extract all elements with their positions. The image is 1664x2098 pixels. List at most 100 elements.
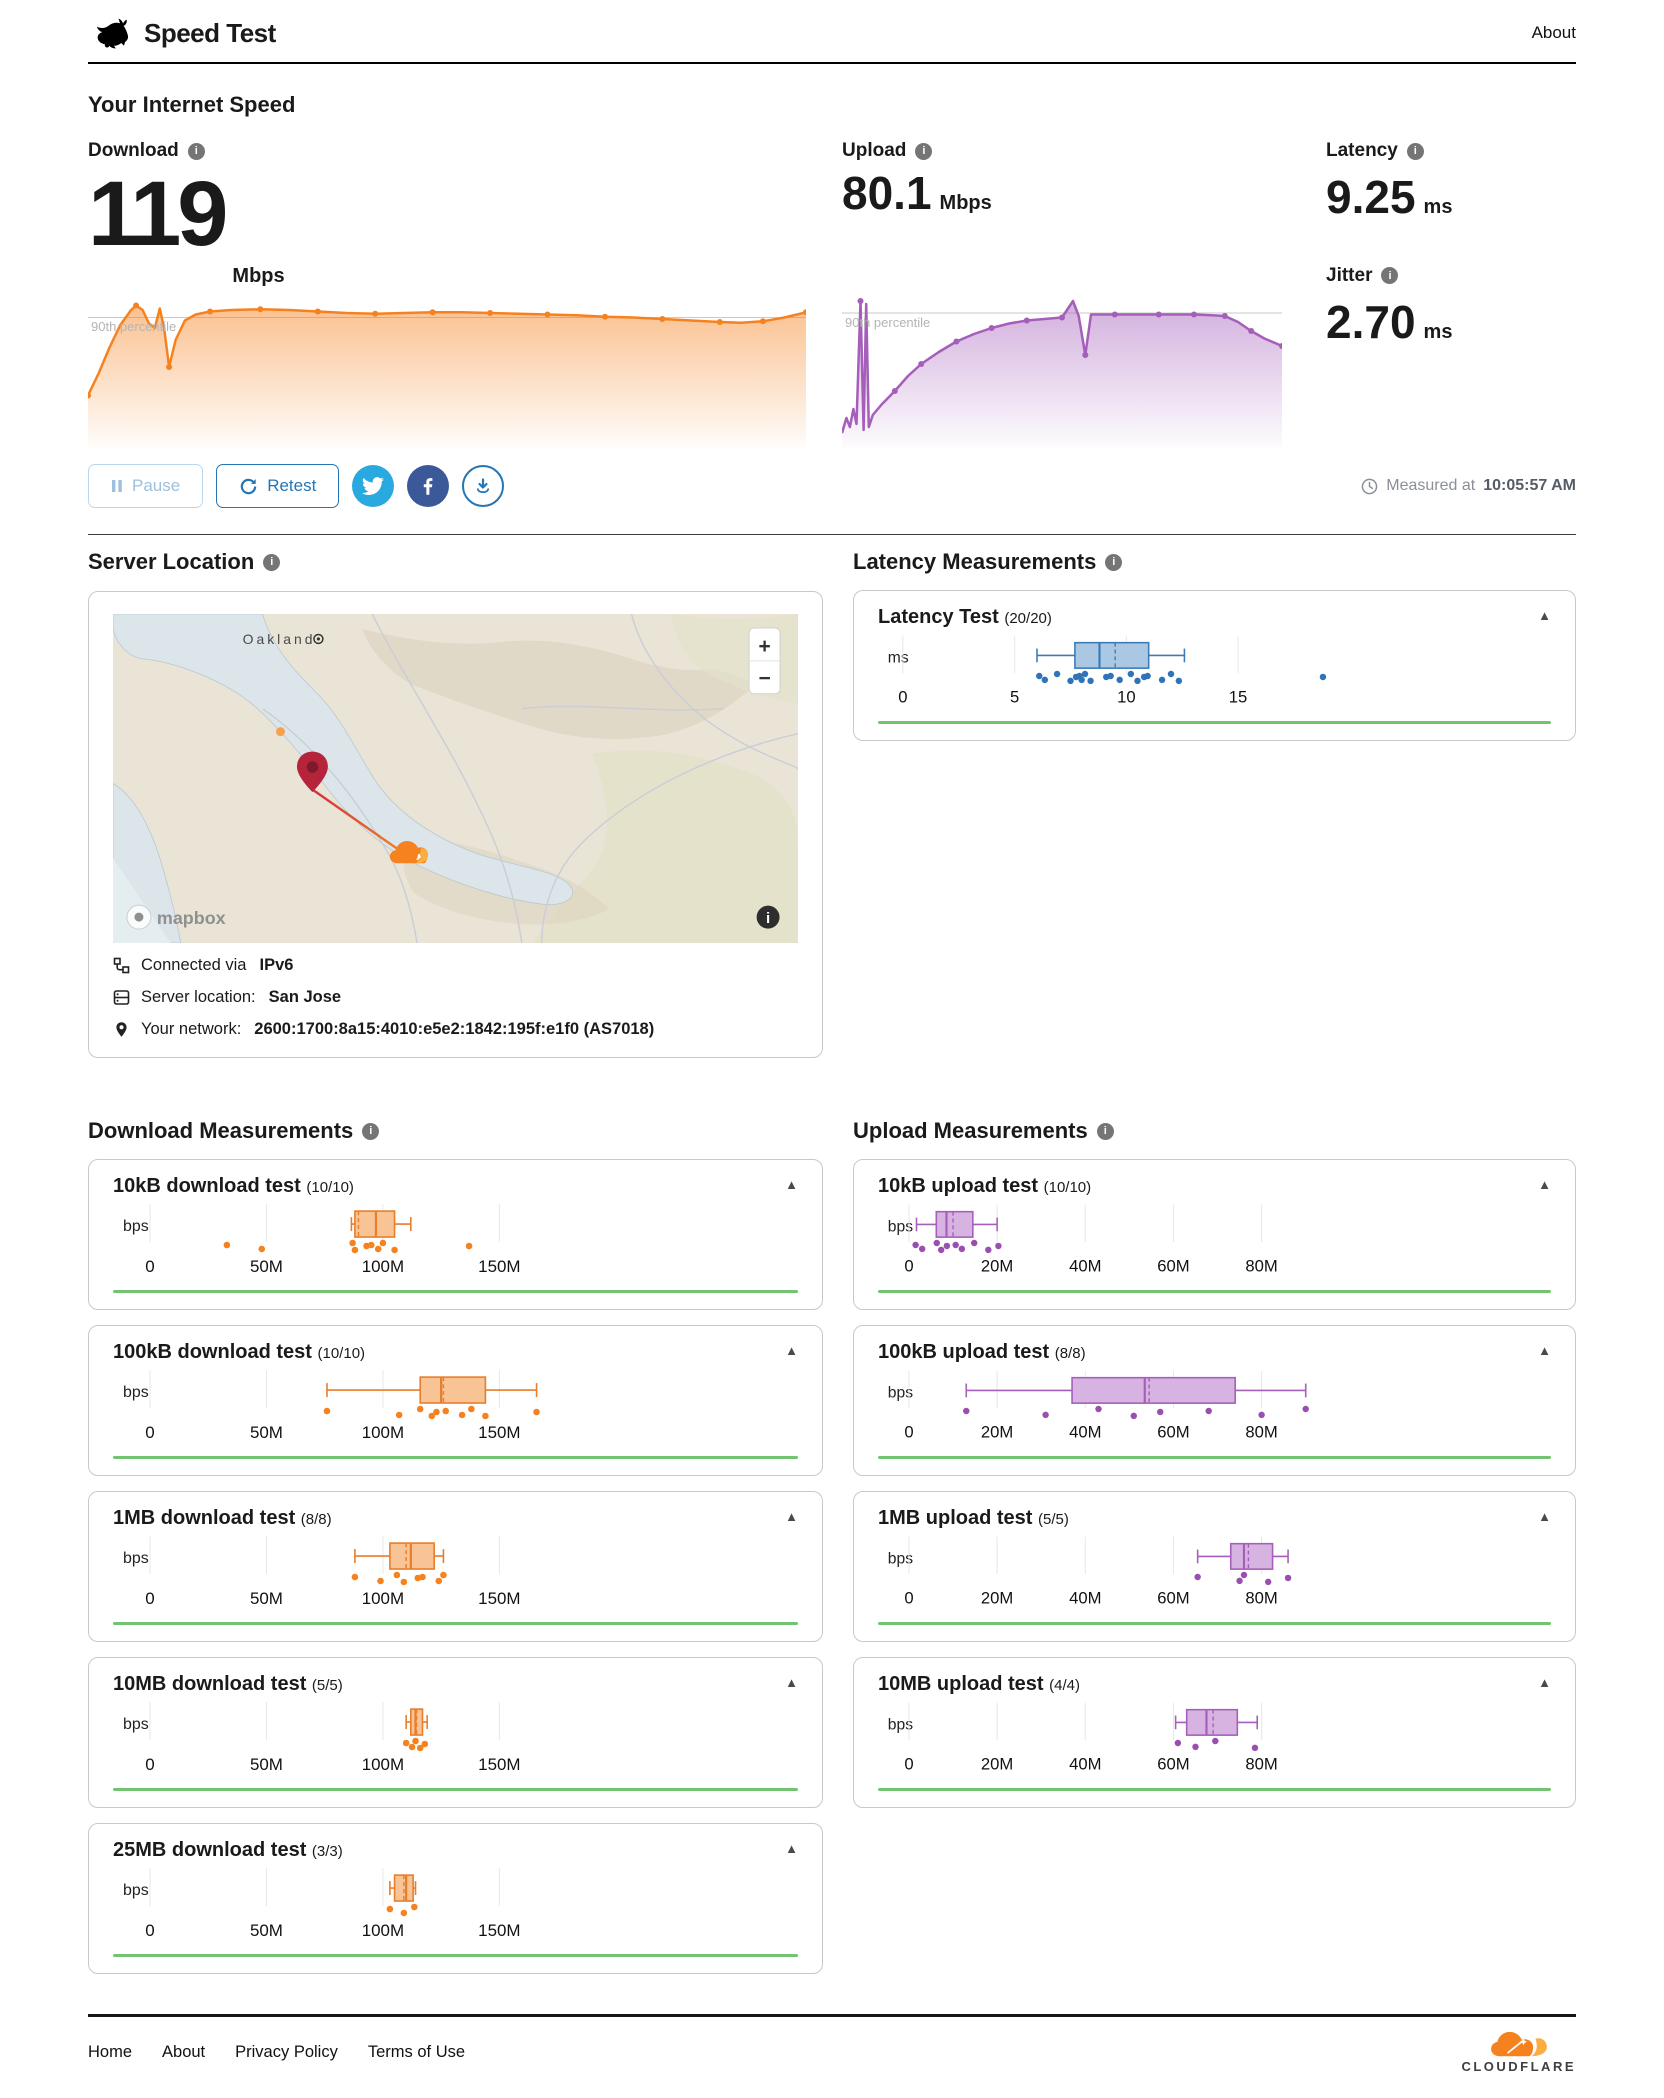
collapse-arrow-icon[interactable]: ▲ — [1538, 1675, 1551, 1691]
footer-link-about[interactable]: About — [162, 2043, 206, 2062]
collapse-arrow-icon[interactable]: ▲ — [785, 1841, 798, 1857]
download-column: Download i 119 Mbps 90th percentile — [85, 124, 809, 448]
svg-text:40M: 40M — [1069, 1588, 1101, 1607]
svg-text:50M: 50M — [250, 1257, 283, 1276]
svg-text:0: 0 — [145, 1423, 154, 1442]
server-map[interactable]: Oakland — [113, 614, 798, 944]
collapse-arrow-icon[interactable]: ▲ — [785, 1509, 798, 1525]
info-icon[interactable]: i — [1105, 553, 1123, 571]
info-icon[interactable]: i — [1381, 267, 1399, 285]
measured-label: Measured at — [1386, 477, 1476, 494]
route-line — [311, 788, 406, 856]
download-label: Download — [88, 140, 179, 161]
download-measurements-heading: Download Measurements i — [88, 1118, 823, 1144]
svg-text:150M: 150M — [478, 1257, 520, 1276]
share-twitter-button[interactable] — [352, 465, 395, 507]
info-icon[interactable]: i — [362, 1122, 380, 1140]
measured-at: Measured at 10:05:57 AM — [1361, 477, 1576, 495]
svg-text:100M: 100M — [362, 1423, 404, 1442]
svg-text:50M: 50M — [250, 1755, 283, 1774]
share-facebook-button[interactable] — [407, 465, 450, 507]
svg-text:bps: bps — [123, 1716, 149, 1733]
about-link[interactable]: About — [1531, 23, 1576, 42]
mapbox-logo-text: mapbox — [157, 908, 226, 928]
upload-column: Upload i 80.1 Mbps 90th percentile — [840, 124, 1285, 448]
box-plot: bps 0 50M 100M 150M — [123, 1868, 521, 1940]
latency-measurements-heading-text: Latency Measurements — [853, 549, 1097, 574]
collapse-arrow-icon[interactable]: ▲ — [785, 1343, 798, 1359]
panel-title: 100kB download test (10/10) — [113, 1341, 366, 1364]
upload-measurements-heading-text: Upload Measurements — [853, 1118, 1088, 1144]
app-header: Speed Test About — [88, 0, 1576, 64]
zoom-in-button[interactable]: + — [758, 635, 770, 658]
progress-bar — [878, 1622, 1551, 1626]
download-unit: Mbps — [232, 265, 285, 287]
measurement-panel-10kb-upload: 10kB upload test (10/10) ▲ bps 0 20M 40M 60M 80… — [853, 1159, 1576, 1311]
info-icon[interactable]: i — [915, 142, 933, 160]
collapse-arrow-icon[interactable]: ▲ — [1538, 608, 1551, 623]
collapse-arrow-icon[interactable]: ▲ — [1538, 1343, 1551, 1359]
svg-text:150M: 150M — [478, 1755, 520, 1774]
progress-bar — [113, 1788, 798, 1792]
divider — [88, 534, 1576, 535]
footer-link-terms[interactable]: Terms of Use — [367, 2043, 466, 2062]
info-icon[interactable]: i — [1406, 142, 1424, 160]
upload-unit: Mbps — [939, 192, 992, 214]
svg-text:0: 0 — [145, 1589, 154, 1608]
collapse-arrow-icon[interactable]: ▲ — [1538, 1177, 1551, 1193]
panel-count: (8/8) — [300, 1511, 332, 1529]
pause-button[interactable]: Pause — [88, 464, 204, 508]
panel-count: (8/8) — [1054, 1345, 1086, 1363]
facebook-icon — [424, 478, 433, 495]
progress-bar — [878, 1290, 1551, 1294]
collapse-arrow-icon[interactable]: ▲ — [785, 1177, 798, 1193]
upload-value-row: 80.1 Mbps — [842, 168, 1282, 294]
clock-icon — [1361, 478, 1378, 494]
download-label-row: Download i — [88, 140, 806, 162]
speed-heading-text: Your Internet Speed — [88, 92, 296, 117]
rabbit-icon — [96, 18, 129, 49]
upload-measurements-heading: Upload Measurements i — [853, 1118, 1576, 1144]
svg-text:150M: 150M — [478, 1423, 520, 1442]
footer-link-privacy[interactable]: Privacy Policy — [235, 2043, 338, 2062]
svg-text:60M: 60M — [1157, 1588, 1189, 1607]
connected-via-row: Connected via IPv6 — [113, 956, 798, 975]
retest-button[interactable]: Retest — [216, 464, 340, 508]
info-icon[interactable]: i — [187, 142, 205, 160]
jitter-block: Jitter i 2.70 ms — [1326, 265, 1576, 348]
measurement-panel-100kb-upload: 100kB upload test (8/8) ▲ bps 0 20M 40M 60M 80M — [853, 1325, 1576, 1477]
mapbox-attribution[interactable]: mapbox — [126, 904, 226, 930]
box-plot: bps 0 20M 40M 60M 80M — [888, 1370, 1309, 1441]
cloudflare-brand[interactable]: CLOUDFLARE — [1461, 2031, 1576, 2074]
percentile-label: 90th percentile — [845, 315, 931, 330]
svg-text:50M: 50M — [250, 1921, 283, 1940]
server-icon — [113, 990, 130, 1005]
map-info-icon: i — [766, 910, 770, 927]
panel-title: 10kB upload test (10/10) — [878, 1175, 1092, 1198]
svg-text:150M: 150M — [478, 1921, 520, 1940]
collapse-arrow-icon[interactable]: ▲ — [785, 1675, 798, 1691]
measurement-panel-25mb-download: 25MB download test (3/3) ▲ bps 0 50M 100M 150M — [88, 1823, 823, 1975]
zoom-out-button[interactable]: − — [758, 667, 770, 690]
panel-count: (10/10) — [1043, 1179, 1092, 1197]
info-icon[interactable]: i — [1096, 1122, 1114, 1140]
panel-count: (5/5) — [311, 1677, 343, 1695]
upload-area-chart: 90th percentile — [840, 298, 1285, 448]
panel-count: (10/10) — [306, 1179, 354, 1197]
info-icon[interactable]: i — [263, 553, 281, 571]
your-network-label: Your network: — [141, 1020, 242, 1039]
collapse-arrow-icon[interactable]: ▲ — [1538, 1509, 1551, 1525]
latency-label: Latency — [1326, 140, 1398, 161]
latency-label-row: Latency i — [1326, 140, 1576, 162]
cloudflare-brand-text: CLOUDFLARE — [1461, 2059, 1576, 2075]
panel-title: 10MB download test (5/5) — [113, 1673, 343, 1696]
svg-text:80M: 80M — [1245, 1256, 1277, 1275]
svg-text:0: 0 — [904, 1754, 913, 1773]
measurement-panel-10mb-upload: 10MB upload test (4/4) ▲ bps 0 20M 40M 60M 80M — [853, 1657, 1576, 1809]
svg-text:0: 0 — [145, 1921, 154, 1940]
map-info-button[interactable]: i — [756, 905, 780, 929]
download-results-button[interactable] — [462, 465, 505, 507]
box-plot: bps 0 20M 40M 60M 80M — [888, 1702, 1278, 1773]
map-zoom-control: + − — [748, 627, 781, 695]
footer-link-home[interactable]: Home — [88, 2043, 133, 2062]
